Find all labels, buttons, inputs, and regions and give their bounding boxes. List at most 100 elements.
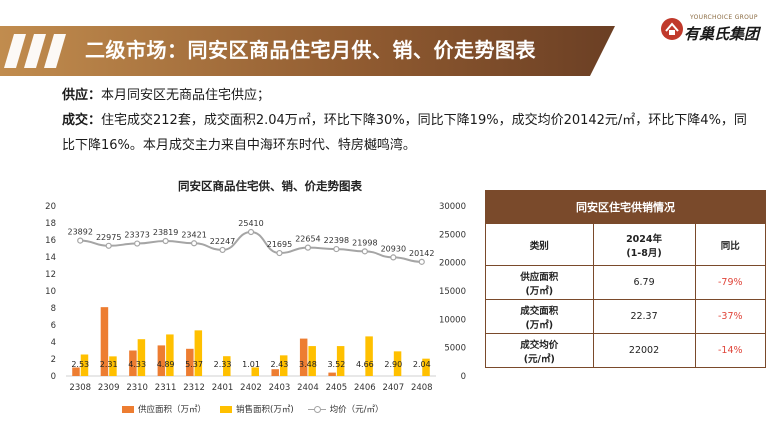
row-label: 供应面积 (万㎡)	[485, 265, 594, 300]
row-label: 成交均价 (元/㎡)	[485, 333, 594, 368]
x-tick-label: 2401	[212, 383, 234, 393]
price-point	[162, 237, 169, 245]
legend-price-label: 均价（元/㎡）	[329, 405, 384, 415]
chart-title: 同安区商品住宅供、销、价走势图表	[178, 179, 362, 193]
x-tick-label: 2407	[382, 383, 404, 393]
header-band	[0, 26, 615, 76]
supply-label: 供应：	[62, 88, 102, 103]
sales-bar	[109, 356, 117, 376]
y-right-tick-label: 10000	[439, 315, 466, 325]
price-data-label: 22975	[96, 233, 121, 242]
sales-bar	[80, 354, 89, 376]
y-left-tick-label: 6	[51, 321, 56, 331]
supply-bar	[72, 367, 80, 376]
price-point	[77, 237, 84, 244]
sales-bar	[422, 358, 430, 376]
trend-chart: 0 2 4 6 8 10 12 14 16 18 20 0 5000 10000 15000 20000 250…	[45, 202, 466, 393]
price-data-label: 22654	[295, 235, 320, 244]
price-point	[361, 248, 368, 255]
sales-data-label: 3.48	[299, 360, 317, 369]
y-left-tick-label: 20	[45, 202, 56, 212]
legend-supply-label: 供应面积（万㎡）	[138, 405, 207, 415]
legend-sales-swatch	[220, 405, 233, 413]
sales-bar	[308, 346, 316, 376]
sales-data-label: 5.37	[185, 360, 203, 369]
sales-data-label: 2.31	[100, 360, 118, 369]
y-left-tick-label: 8	[51, 304, 56, 314]
table-row: 成交均价 (元/㎡) 22002 -14%	[485, 333, 766, 368]
price-data-label: 22398	[324, 236, 349, 245]
x-tick-label: 2312	[183, 383, 205, 393]
price-point	[333, 245, 340, 253]
price-data-label: 21695	[267, 240, 292, 249]
price-point	[190, 240, 198, 247]
supply-bar	[129, 350, 137, 376]
sales-bar	[251, 367, 259, 376]
sales-bar	[137, 339, 146, 376]
price-data-label: 23892	[68, 228, 93, 237]
supply-bar	[328, 372, 336, 376]
price-point	[390, 254, 397, 261]
row-yoy: -14%	[694, 333, 766, 368]
supply-paragraph: 供应：本月同安区无商品住宅供应；	[62, 83, 752, 108]
y-right-tick-label: 25000	[439, 230, 466, 240]
price-data-label: 20142	[409, 249, 434, 258]
x-tick-label: 2310	[126, 383, 148, 393]
row-value: 6.79	[592, 265, 696, 300]
table-header-row: 类别 2024年 (1-8月) 同比	[485, 223, 766, 266]
row-value: 22.37	[592, 299, 696, 334]
table-row: 成交面积 (万㎡) 22.37 -37%	[485, 299, 766, 334]
y-left-tick-label: 10	[45, 287, 56, 297]
header-yoy: 同比	[694, 223, 766, 266]
supply-bar	[271, 369, 279, 376]
y-right-tick-label: 30000	[439, 202, 466, 212]
legend-price: 均价（元/㎡）	[307, 403, 384, 415]
sales-data-label: 2.33	[214, 360, 232, 369]
price-data-label: 25410	[238, 219, 263, 228]
logo-chinese: 有巢氏集团	[684, 25, 760, 43]
price-point	[304, 244, 312, 251]
price-data-label: 20930	[381, 244, 406, 253]
row-yoy: -37%	[694, 299, 766, 334]
sales-bar	[194, 330, 203, 376]
table-row: 供应面积 (万㎡) 6.79 -79%	[485, 265, 766, 300]
logo-mark-icon	[661, 18, 683, 40]
sales-bar	[393, 351, 402, 376]
y-right-tick-label: 20000	[439, 259, 466, 269]
price-point	[418, 258, 425, 265]
price-point	[247, 228, 255, 236]
row-value: 22002	[592, 333, 696, 368]
sales-data-label: 4.33	[128, 360, 146, 369]
header-period-year: 2024年	[626, 233, 663, 245]
deal-text: 住宅成交212套，成交面积2.04万㎡，环比下降30%，同比下降19%，成交均价…	[62, 113, 747, 153]
legend-price-swatch	[307, 406, 326, 413]
row-label-line1: 成交面积	[520, 305, 559, 317]
y-left-tick-label: 4	[51, 338, 56, 348]
y-right-tick-label: 15000	[439, 287, 466, 297]
header-period: 2024年 (1-8月)	[592, 223, 696, 266]
y-left-tick-label: 14	[45, 253, 56, 263]
row-label-line2: (万㎡)	[525, 319, 554, 331]
row-label: 成交面积 (万㎡)	[485, 299, 594, 334]
supply-bar	[157, 345, 166, 376]
sales-data-label: 3.52	[327, 360, 345, 369]
header-category: 类别	[485, 223, 594, 266]
y-left-tick-label: 0	[51, 372, 56, 382]
price-data-label: 23373	[124, 231, 149, 240]
sales-data-label: 2.43	[271, 360, 289, 369]
y-left-tick-label: 12	[45, 270, 56, 280]
legend-sales: 销售面积(万㎡)	[220, 403, 294, 415]
x-tick-label: 2403	[269, 383, 291, 393]
sales-data-label: 1.01	[242, 360, 260, 369]
x-tick-label: 2309	[98, 383, 120, 393]
legend-supply-swatch	[122, 405, 134, 413]
chart-legend: 供应面积（万㎡） 销售面积(万㎡) 均价（元/㎡）	[122, 403, 384, 415]
x-tick-label: 2311	[155, 383, 177, 393]
sales-bar	[365, 336, 373, 376]
deal-label: 成交：	[62, 113, 102, 128]
sales-bar	[336, 346, 345, 376]
supply-bar	[186, 348, 194, 376]
x-tick-label: 2404	[297, 383, 319, 393]
legend-sales-label: 销售面积(万㎡)	[236, 405, 294, 415]
page-title: 二级市场：同安区商品住宅月供、销、价走势图表	[85, 38, 536, 62]
